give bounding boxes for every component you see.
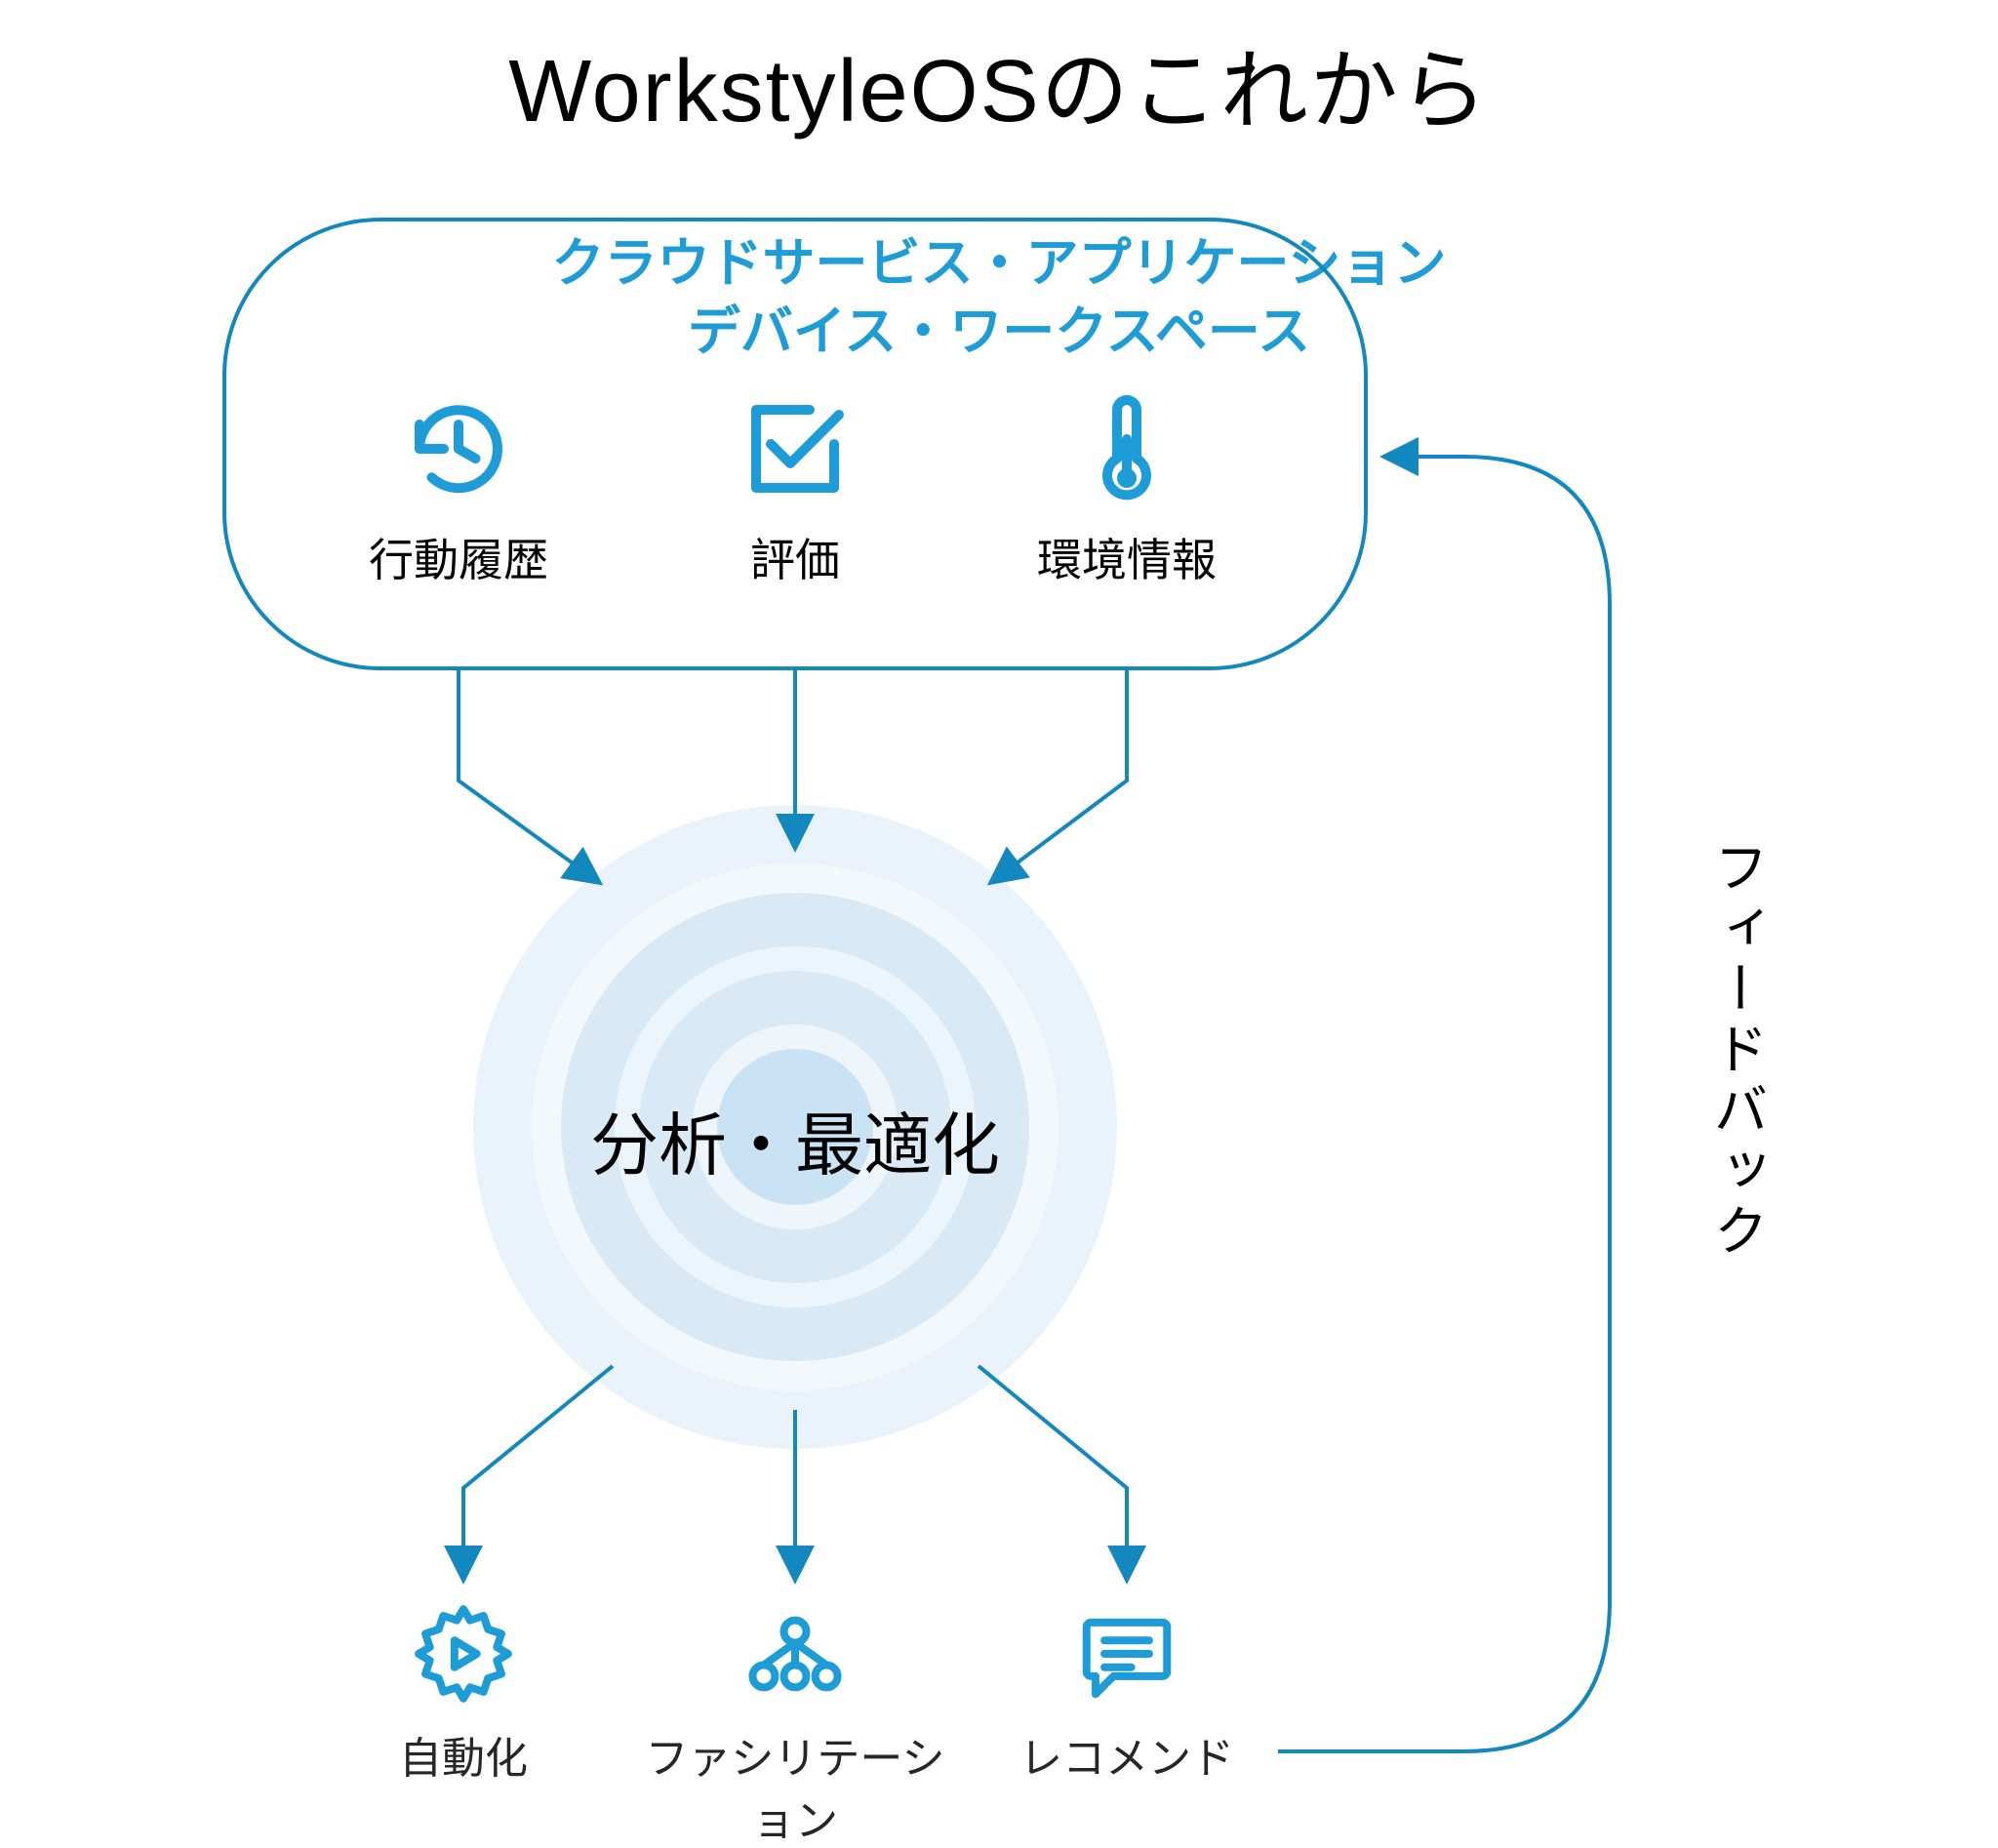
network-icon (741, 1600, 849, 1707)
thermometer-icon (1068, 390, 1185, 507)
output-auto: 自動化 (307, 1600, 619, 1786)
feedback-arrow (1278, 457, 1610, 1751)
output-facil-label: ファシリテーション (639, 1723, 951, 1848)
arrow-center-to-auto (463, 1366, 613, 1581)
input-env: 環境情報 (1000, 390, 1254, 589)
input-history-label: 行動履歴 (332, 525, 585, 589)
output-facil: ファシリテーション (639, 1600, 951, 1848)
input-env-label: 環境情報 (1000, 525, 1254, 589)
checkbox-icon (737, 390, 854, 507)
output-auto-label: 自動化 (307, 1723, 619, 1786)
page-title: WorkstyleOSのこれから (0, 20, 1998, 146)
arrow-history-to-center (459, 668, 600, 883)
header-line2: デバイス・ワークスペース (688, 302, 1310, 361)
feedback-label: フィードバック (1698, 839, 1777, 1263)
input-history: 行動履歴 (332, 390, 585, 589)
input-eval-label: 評価 (668, 525, 922, 589)
output-reco-label: レコメンド (971, 1723, 1283, 1786)
output-reco: レコメンド (971, 1600, 1283, 1786)
history-icon (400, 390, 517, 507)
arrow-env-to-center (990, 668, 1127, 883)
arrow-center-to-reco (979, 1366, 1127, 1581)
header-line1: クラウドサービス・アプリケーション (552, 234, 1447, 293)
input-eval: 評価 (668, 390, 922, 589)
header-label: クラウドサービス・アプリケーション デバイス・ワークスペース (0, 229, 1998, 366)
chat-icon (1073, 1600, 1180, 1707)
center-label: 分析・最適化 (522, 1091, 1068, 1189)
gear-icon (410, 1600, 517, 1707)
diagram-stage: WorkstyleOSのこれから クラウドサービス・アプリケーション デバイス・… (0, 0, 1998, 1838)
